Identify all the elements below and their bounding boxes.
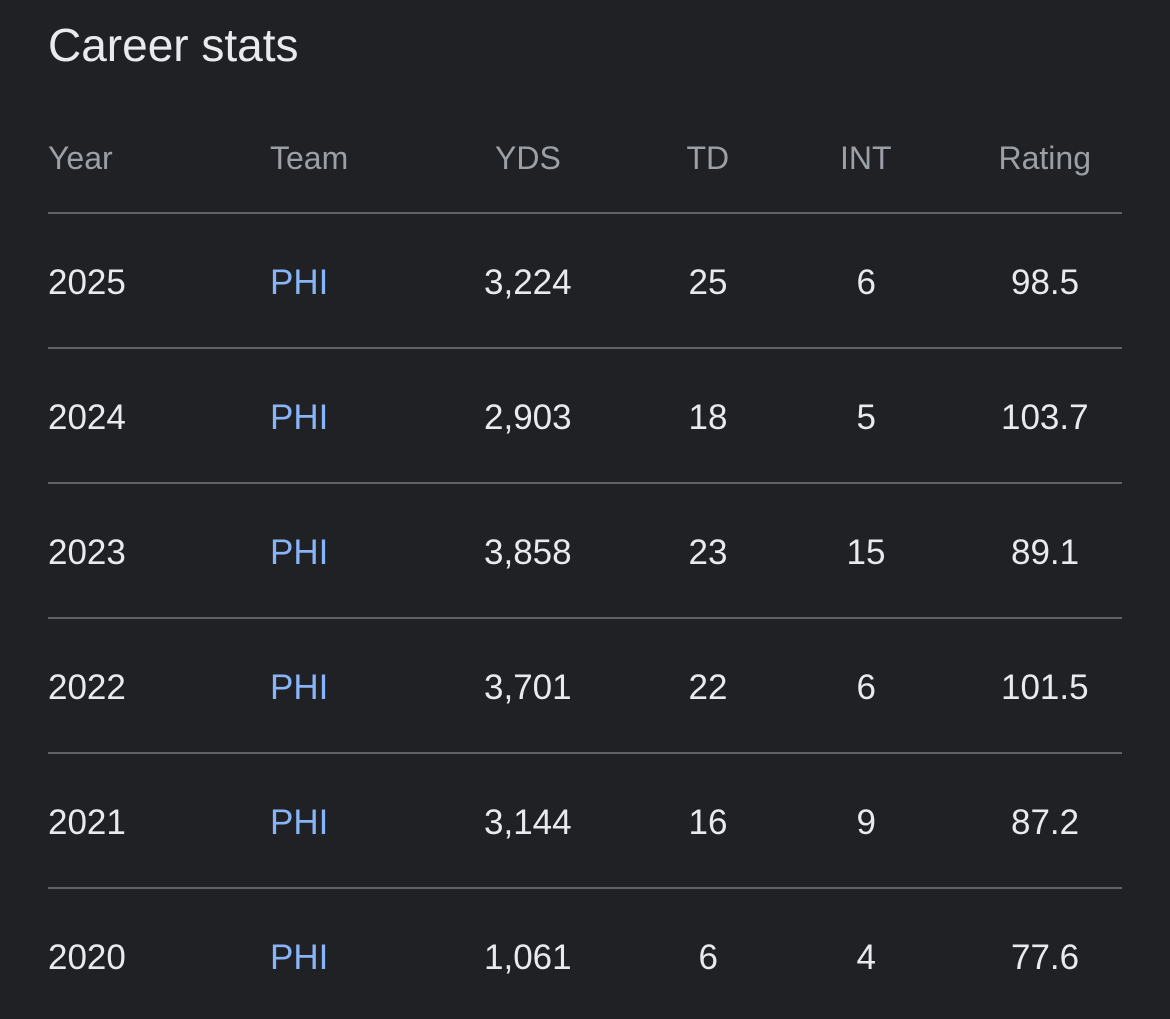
team-cell[interactable]: PHI: [270, 668, 329, 707]
touchdowns-cell: 6: [698, 938, 718, 977]
interceptions-cell: 9: [856, 803, 876, 842]
column-header: Team: [270, 140, 349, 176]
rating-cell: 101.5: [1001, 668, 1089, 707]
year-cell: 2022: [48, 668, 126, 707]
touchdowns-cell: 23: [688, 533, 728, 572]
rating-cell: 87.2: [1011, 803, 1080, 842]
row-divider: [48, 617, 1122, 619]
touchdowns-cell: 18: [688, 398, 728, 437]
interceptions-cell: 6: [856, 668, 876, 707]
team-cell[interactable]: PHI: [270, 803, 329, 842]
team-cell[interactable]: PHI: [270, 938, 329, 977]
team-cell[interactable]: PHI: [270, 263, 329, 302]
year-cell: 2020: [48, 938, 126, 977]
yards-cell: 2,903: [484, 398, 572, 437]
row-divider: [48, 752, 1122, 754]
yards-cell: 3,858: [484, 533, 572, 572]
interceptions-cell: 15: [846, 533, 886, 572]
year-cell: 2025: [48, 263, 126, 302]
interceptions-cell: 5: [856, 398, 876, 437]
yards-cell: 1,061: [484, 938, 572, 977]
yards-cell: 3,224: [484, 263, 572, 302]
touchdowns-cell: 16: [688, 803, 728, 842]
interceptions-cell: 6: [856, 263, 876, 302]
interceptions-cell: 4: [856, 938, 876, 977]
team-cell[interactable]: PHI: [270, 398, 329, 437]
row-divider: [48, 212, 1122, 214]
rating-cell: 77.6: [1011, 938, 1080, 977]
year-cell: 2021: [48, 803, 126, 842]
yards-cell: 3,701: [484, 668, 572, 707]
column-header: Rating: [998, 140, 1092, 176]
rating-cell: 98.5: [1011, 263, 1080, 302]
year-cell: 2024: [48, 398, 126, 437]
column-header: Year: [48, 140, 113, 176]
card-title: Career stats: [48, 19, 299, 71]
column-header: INT: [840, 140, 892, 176]
rating-cell: 103.7: [1001, 398, 1089, 437]
rating-cell: 89.1: [1011, 533, 1080, 572]
column-header: YDS: [495, 140, 561, 176]
yards-cell: 3,144: [484, 803, 572, 842]
row-divider: [48, 887, 1122, 889]
touchdowns-cell: 25: [688, 263, 728, 302]
touchdowns-cell: 22: [688, 668, 728, 707]
row-divider: [48, 482, 1122, 484]
column-header: TD: [686, 140, 730, 176]
row-divider: [48, 347, 1122, 349]
year-cell: 2023: [48, 533, 126, 572]
team-cell[interactable]: PHI: [270, 533, 329, 572]
